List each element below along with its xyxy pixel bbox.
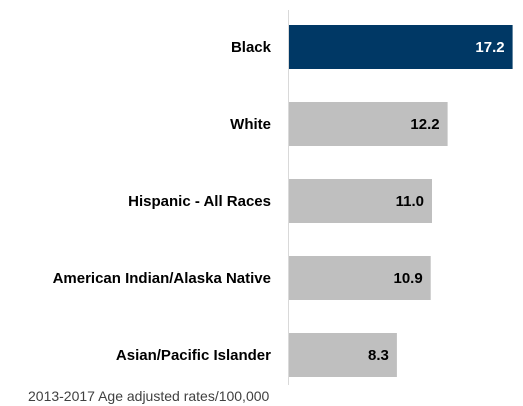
- bar-asian-pacific-islander: [289, 333, 397, 377]
- bars-layer: [289, 25, 513, 377]
- category-label-white: White: [230, 116, 271, 133]
- category-label-black: Black: [231, 39, 272, 56]
- value-label-hispanic-all-races: 11.0: [396, 193, 424, 210]
- bar-black: [289, 25, 513, 69]
- bar-american-indian-alaska-native: [289, 256, 431, 300]
- value-label-black: 17.2: [475, 39, 504, 56]
- category-label-american-indian-alaska-native: American Indian/Alaska Native: [53, 270, 271, 287]
- value-label-american-indian-alaska-native: 10.9: [393, 270, 422, 287]
- bar-white: [289, 102, 448, 146]
- chart-footnote: 2013-2017 Age adjusted rates/100,000: [28, 388, 270, 404]
- labels-layer: Black 17.2 White 12.2 Hispanic - All Races 11…: [53, 39, 505, 364]
- value-label-asian-pacific-islander: 8.3: [368, 347, 389, 364]
- value-label-white: 12.2: [410, 116, 439, 133]
- category-label-asian-pacific-islander: Asian/Pacific Islander: [116, 347, 271, 364]
- bar-hispanic-all-races: [289, 179, 432, 223]
- category-label-hispanic-all-races: Hispanic - All Races: [128, 193, 271, 210]
